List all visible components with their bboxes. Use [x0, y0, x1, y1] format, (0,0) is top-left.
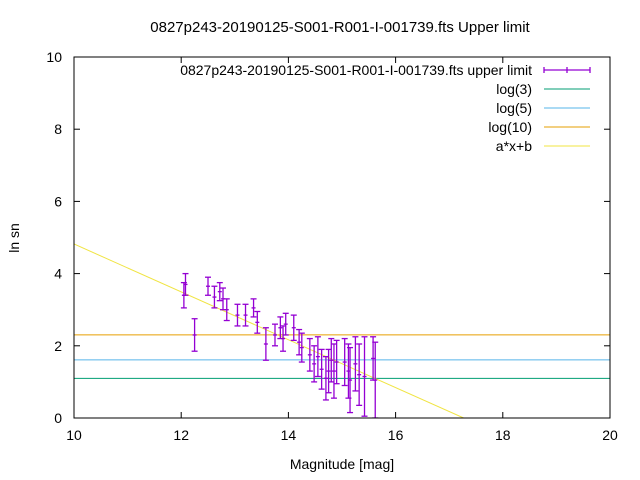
data-point	[211, 285, 218, 309]
data-point	[234, 303, 241, 327]
y-tick-label: 8	[54, 121, 62, 137]
x-tick-label: 14	[281, 427, 297, 443]
data-point	[356, 343, 363, 407]
data-point	[298, 332, 305, 363]
y-tick-label: 4	[54, 266, 62, 282]
data-point	[223, 298, 230, 322]
data-point	[330, 343, 337, 399]
data-point	[280, 325, 287, 352]
data-point	[306, 337, 313, 372]
legend-label: log(10)	[488, 119, 532, 135]
legend-label: log(5)	[496, 100, 532, 116]
plot-frame	[73, 56, 611, 419]
legend-swatch-errorbars	[543, 67, 591, 73]
data-point	[352, 336, 359, 392]
data-point	[361, 336, 368, 417]
data-point	[311, 345, 318, 383]
data-point	[254, 310, 261, 334]
data-point	[262, 327, 269, 361]
y-tick-label: 2	[54, 338, 62, 354]
data-point	[333, 339, 340, 385]
data-point	[205, 276, 211, 296]
chart-title: 0827p243-20190125-S001-R001-I-001739.fts…	[150, 19, 530, 36]
legend: 0827p243-20190125-S001-R001-I-001739.fts…	[180, 62, 591, 154]
data-point	[182, 272, 189, 296]
x-axis-label: Magnitude [mag]	[290, 456, 394, 472]
fit-line	[74, 243, 464, 418]
data-point	[290, 314, 297, 342]
x-tick-label: 10	[66, 427, 82, 443]
data-point	[347, 346, 354, 414]
legend-label: log(3)	[496, 81, 532, 97]
y-tick-label: 0	[54, 410, 62, 426]
legend-label: 0827p243-20190125-S001-R001-I-001739.fts…	[180, 62, 532, 78]
y-tick-label: 6	[54, 193, 62, 209]
legend-label: a*x+b	[496, 138, 532, 154]
data-point	[318, 348, 325, 390]
data-point	[191, 318, 198, 352]
data-point	[341, 337, 348, 387]
data-point	[325, 348, 332, 394]
x-tick-label: 20	[602, 427, 618, 443]
x-tick-label: 18	[495, 427, 511, 443]
data-point	[282, 312, 289, 336]
x-tick-label: 12	[173, 427, 189, 443]
data-point	[372, 341, 379, 418]
data-point	[242, 303, 249, 327]
y-tick-label: 10	[46, 49, 62, 65]
y-axis-label: ln sn	[6, 223, 22, 253]
plot-area	[74, 243, 610, 418]
data-point	[250, 298, 257, 318]
data-point	[216, 281, 223, 302]
data-point	[328, 337, 335, 383]
axes: 10 12 14 16 18 20 0 2 4 6 8 10	[46, 49, 618, 443]
x-tick-label: 16	[388, 427, 404, 443]
data-point	[314, 336, 321, 378]
data-point	[272, 323, 278, 347]
